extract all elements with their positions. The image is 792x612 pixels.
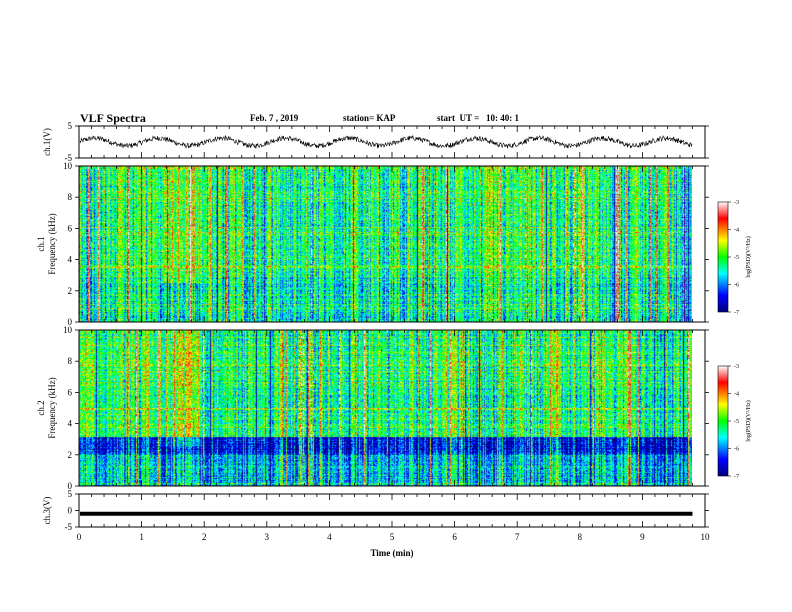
ch1-waveform-line xyxy=(79,134,693,149)
cbar1-tick-label: -6 xyxy=(734,283,739,289)
ch1-spectrogram-ytick-label: 4 xyxy=(68,255,73,265)
x-tick-label: 6 xyxy=(452,532,457,542)
ch1-spectrogram-ytick-label: 2 xyxy=(68,286,73,296)
x-tick-label: 8 xyxy=(578,532,583,542)
date-label: Feb. 7 , 2019 xyxy=(250,113,299,123)
cbar2 xyxy=(717,365,729,477)
x-tick-label: 4 xyxy=(327,532,332,542)
cbar2-tick-label: -7 xyxy=(734,474,739,480)
ch1-spectrogram-ytick-label: 0 xyxy=(68,317,73,327)
x-tick-label: 2 xyxy=(202,532,207,542)
cbar2-label: log(PSD)(V²/Hz) xyxy=(745,400,752,441)
station-label: station= KAP xyxy=(343,113,396,123)
ch3-waveform-ytick-label: -5 xyxy=(65,522,73,532)
ch1-spectrogram-ytick-label: 8 xyxy=(68,192,73,202)
cbar1-tick-label: -4 xyxy=(734,228,739,234)
ch1-spectrogram-image xyxy=(79,166,692,322)
cbar1-label: log(PSD)(V²/Hz) xyxy=(745,236,752,277)
ch1-waveform-ylabel: ch.1(V) xyxy=(42,128,52,156)
x-axis-label: Time (min) xyxy=(370,548,413,558)
ch3-waveform-ylabel: ch.3(V) xyxy=(42,497,52,525)
x-tick-label: 1 xyxy=(139,532,144,542)
ch1-spectrogram-ytick-label: 6 xyxy=(68,223,73,233)
x-tick-label: 10 xyxy=(701,532,711,542)
start-time-label: start UT = 10: 40: 1 xyxy=(437,113,519,123)
ch3-waveform-ytick-label: 0 xyxy=(68,506,73,516)
cbar2-tick-label: -6 xyxy=(734,447,739,453)
ch2-spectrogram-image xyxy=(79,330,692,486)
x-tick-label: 9 xyxy=(640,532,645,542)
x-tick-label: 5 xyxy=(390,532,395,542)
cbar2-tick-label: -3 xyxy=(734,364,739,370)
x-tick-label: 7 xyxy=(515,532,520,542)
ch2-spectrogram-ytick-label: 10 xyxy=(63,325,73,335)
ch3-waveform-ytick-label: 5 xyxy=(68,489,73,499)
ch1-waveform-ytick-label: 5 xyxy=(68,121,73,131)
ch2-spectrogram-ytick-label: 2 xyxy=(68,450,73,460)
cbar1-tick-label: -5 xyxy=(734,255,739,261)
cbar1-tick-label: -3 xyxy=(734,200,739,206)
ch1-spectrogram-ytick-label: 10 xyxy=(63,161,73,171)
ch2-spectrogram-ylabel-2: Frequency (kHz) xyxy=(47,377,57,438)
x-tick-label: 0 xyxy=(77,532,82,542)
ch1-spectrogram-ylabel-1: ch.1 xyxy=(36,236,46,251)
ch1-spectrogram-ylabel-2: Frequency (kHz) xyxy=(47,213,57,274)
cbar2-tick-label: -5 xyxy=(734,419,739,425)
ch2-spectrogram-ytick-label: 4 xyxy=(68,419,73,429)
ch1-waveform-ytick-label: -5 xyxy=(65,153,73,163)
ch2-spectrogram-ytick-label: 6 xyxy=(68,387,73,397)
chart-title: VLF Spectra xyxy=(80,111,146,125)
ch2-spectrogram-ytick-label: 0 xyxy=(68,481,73,491)
cbar1 xyxy=(717,201,729,313)
x-tick-label: 3 xyxy=(265,532,270,542)
cbar2-tick-label: -4 xyxy=(734,392,739,398)
ch2-spectrogram-ylabel-1: ch.2 xyxy=(36,400,46,415)
ch2-spectrogram-ytick-label: 8 xyxy=(68,356,73,366)
cbar1-tick-label: -7 xyxy=(734,310,739,316)
